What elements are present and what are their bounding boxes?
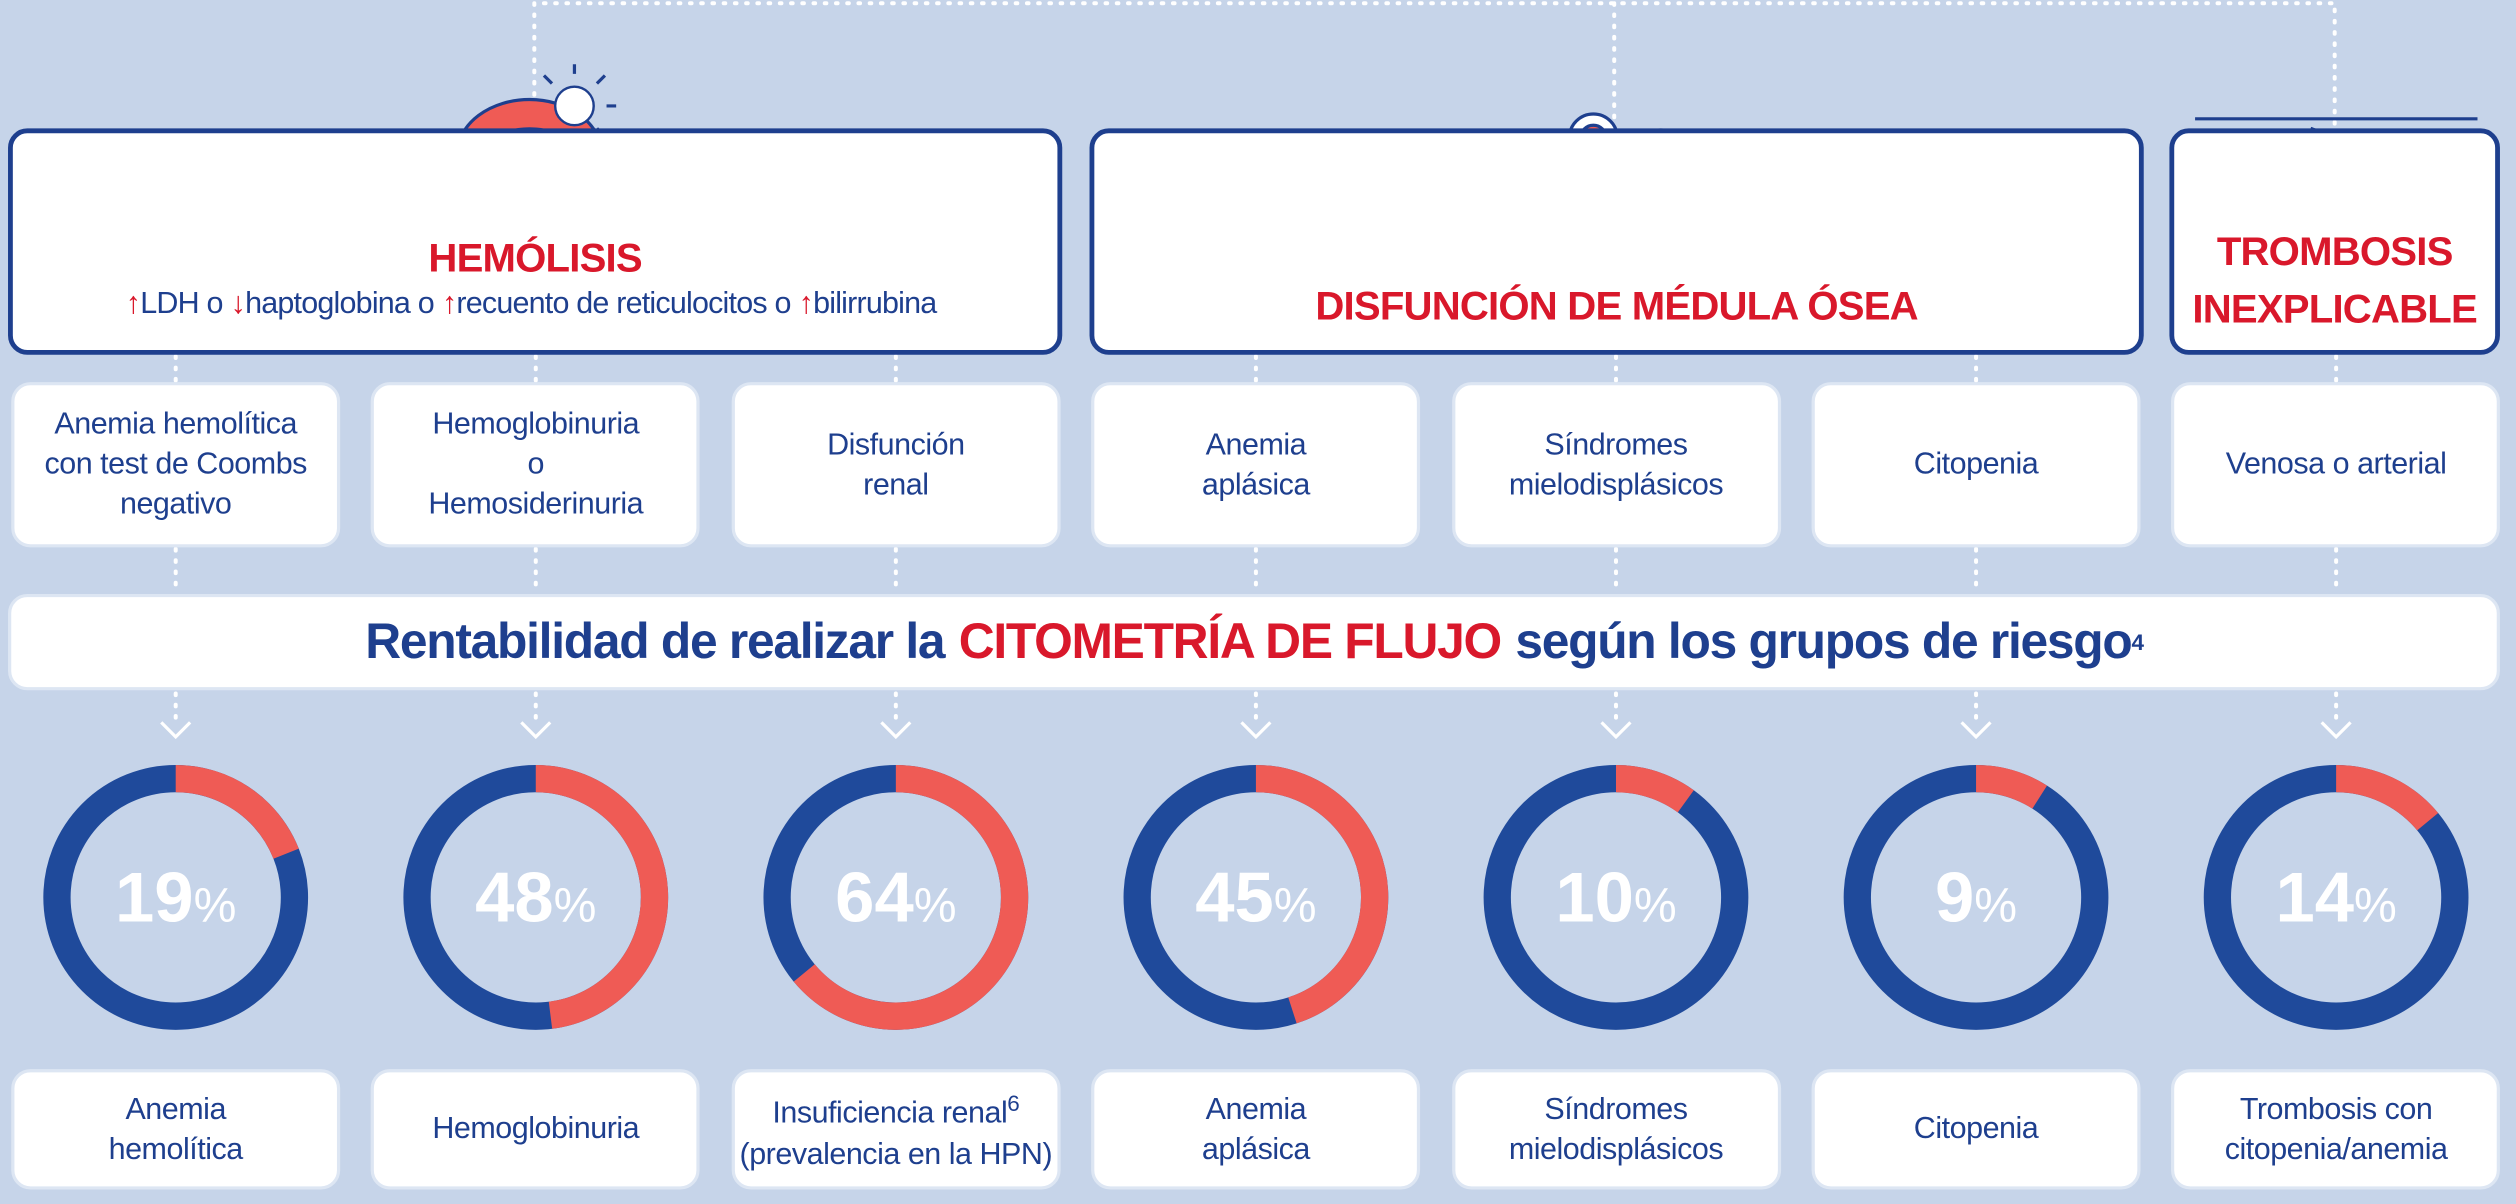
markers: ↑LDH o↓haptoglobina o↑recuento de reticu… bbox=[13, 287, 1058, 322]
caption-text: Insuficiencia renal bbox=[772, 1097, 1007, 1131]
caption-box: Trombosis con citopenia/anemia bbox=[2172, 1069, 2501, 1189]
banner-highlight: CITOMETRÍA DE FLUJO bbox=[959, 613, 1501, 671]
infographic: 19%48%64%45%10%9%14% HEMÓLISIS ↑LDH o↓ha… bbox=[0, 0, 2516, 1204]
caption-text: Trombosis con bbox=[2240, 1092, 2433, 1126]
chevron bbox=[521, 722, 550, 736]
caption-line: Hemoglobinuria bbox=[432, 1109, 639, 1149]
chevron bbox=[1241, 722, 1270, 736]
group-box: HEMÓLISIS ↑LDH o↓haptoglobina o↑recuento… bbox=[8, 128, 1062, 354]
caption-text: mielodisplásicos bbox=[1509, 1133, 1723, 1167]
marker-arrow: ↑ bbox=[126, 287, 140, 321]
caption-box: Síndromes mielodisplásicos bbox=[1452, 1069, 1781, 1189]
percent-label: 10% bbox=[1555, 857, 1676, 936]
caption-text: Hemoglobinuria bbox=[432, 1112, 639, 1146]
finding-box: Venosa o arterial bbox=[2172, 382, 2501, 547]
caption-line: hemolítica bbox=[109, 1129, 243, 1169]
caption-text: Anemia bbox=[1206, 1092, 1306, 1126]
chevron bbox=[1962, 722, 1991, 736]
caption-line: Anemia bbox=[1206, 1089, 1306, 1129]
percent-label: 14% bbox=[2275, 857, 2396, 936]
caption-line: Trombosis con bbox=[2240, 1089, 2433, 1129]
finding-box: Síndromes mielodisplásicos bbox=[1452, 382, 1781, 547]
marker-arrow: ↑ bbox=[442, 287, 456, 321]
percent-label: 48% bbox=[475, 857, 596, 936]
caption-line: Anemia bbox=[125, 1089, 225, 1129]
banner: Rentabilidad de realizar la CITOMETRÍA DE… bbox=[8, 594, 2500, 690]
caption-text: hemolítica bbox=[109, 1133, 243, 1167]
finding-box: Citopenia bbox=[1812, 382, 2141, 547]
chevron bbox=[161, 722, 190, 736]
connector bbox=[534, 3, 2334, 128]
marker-arrow: ↑ bbox=[799, 287, 813, 321]
caption-line: mielodisplásicos bbox=[1509, 1129, 1723, 1169]
group-title: TROMBOSIS INEXPLICABLE bbox=[2174, 223, 2495, 339]
percent-label: 19% bbox=[115, 857, 236, 936]
group-title: HEMÓLISIS bbox=[13, 230, 1058, 288]
footnote-ref: 4 bbox=[2131, 629, 2142, 655]
banner-text: según los grupos de riesgo bbox=[1515, 613, 2131, 671]
caption-line: Síndromes bbox=[1544, 1089, 1687, 1129]
caption-box: Anemia aplásica bbox=[1091, 1069, 1420, 1189]
percent-label: 64% bbox=[835, 857, 956, 936]
group-box: TROMBOSIS INEXPLICABLE bbox=[2169, 128, 2500, 354]
group-box: DISFUNCIÓN DE MÉDULA ÓSEA bbox=[1090, 128, 2144, 354]
caption-text: citopenia/anemia bbox=[2225, 1133, 2448, 1167]
marker-text: bilirrubina bbox=[813, 287, 936, 321]
chevron bbox=[2322, 722, 2351, 736]
caption-line: Insuficiencia renal6 bbox=[772, 1084, 1019, 1134]
caption-text: aplásica bbox=[1202, 1133, 1310, 1167]
finding-box: Disfunción renal bbox=[731, 382, 1060, 547]
marker-text: recuento de reticulocitos o bbox=[456, 287, 790, 321]
chevron bbox=[881, 722, 910, 736]
caption-text: Anemia bbox=[125, 1092, 225, 1126]
caption-line: (prevalencia en la HPN) bbox=[740, 1134, 1053, 1174]
caption-text: Síndromes bbox=[1544, 1092, 1687, 1126]
marker-text: haptoglobina o bbox=[245, 287, 434, 321]
percent-label: 45% bbox=[1195, 857, 1316, 936]
page: {"groups":[ {"title":"HEMÓLISIS","marker… bbox=[0, 0, 2516, 1204]
footnote-ref: 6 bbox=[1007, 1091, 1019, 1117]
group-title: DISFUNCIÓN DE MÉDULA ÓSEA bbox=[1094, 278, 2139, 336]
finding-box: Hemoglobinuria o Hemosiderinuria bbox=[371, 382, 700, 547]
caption-line: aplásica bbox=[1202, 1129, 1310, 1169]
finding-box: Anemia aplásica bbox=[1091, 382, 1420, 547]
caption-line: citopenia/anemia bbox=[2225, 1129, 2448, 1169]
caption-box: Citopenia bbox=[1812, 1069, 2141, 1189]
caption-box: Hemoglobinuria bbox=[371, 1069, 700, 1189]
caption-text: (prevalencia en la HPN) bbox=[740, 1138, 1053, 1172]
marker-text: LDH o bbox=[140, 287, 222, 321]
finding-box: Anemia hemolítica con test de Coombs neg… bbox=[11, 382, 340, 547]
banner-text: Rentabilidad de realizar la bbox=[365, 613, 944, 671]
caption-text: Citopenia bbox=[1914, 1112, 2038, 1146]
chevron bbox=[1602, 722, 1631, 736]
percent-label: 9% bbox=[1935, 857, 2017, 936]
caption-line: Citopenia bbox=[1914, 1109, 2038, 1149]
caption-box: Insuficiencia renal6 (prevalencia en la H… bbox=[731, 1069, 1060, 1189]
caption-box: Anemia hemolítica bbox=[11, 1069, 340, 1189]
marker-arrow: ↓ bbox=[231, 287, 245, 321]
